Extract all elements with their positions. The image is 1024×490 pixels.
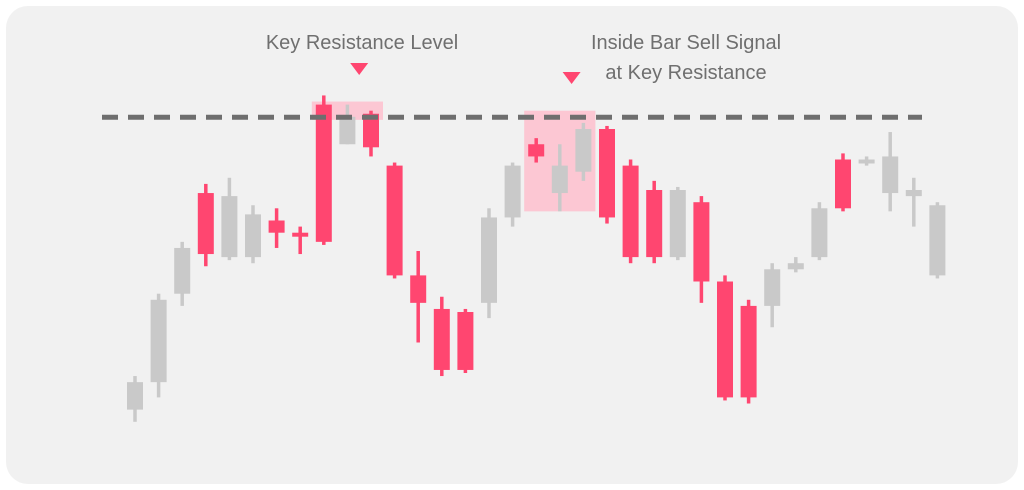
candle-body: [858, 159, 875, 164]
candle-body: [221, 196, 238, 258]
candle-body: [835, 159, 851, 209]
candle: [764, 263, 781, 328]
candle-body: [811, 208, 828, 258]
candle: [386, 162, 403, 279]
candle: [693, 196, 710, 303]
candle: [905, 177, 922, 227]
candle: [410, 251, 427, 343]
candle-body: [622, 165, 639, 258]
candle: [245, 205, 261, 264]
candle: [292, 226, 309, 255]
candle: [717, 275, 733, 401]
annotation-layer: Key Resistance Level Inside Bar Sell Sign…: [266, 32, 781, 84]
candle-body: [787, 263, 804, 270]
candle: [740, 299, 757, 404]
candle: [858, 156, 875, 166]
candle-body: [717, 281, 733, 398]
candle-body: [599, 129, 615, 218]
candle-body: [245, 214, 261, 258]
candle: [599, 125, 615, 224]
candle: [221, 177, 238, 261]
candle: [622, 159, 639, 264]
candle: [551, 144, 568, 212]
candle: [811, 202, 828, 261]
candle: [197, 183, 214, 267]
candle: [433, 296, 450, 377]
candle: [575, 122, 592, 181]
candle-body: [363, 113, 379, 148]
candle: [669, 186, 686, 261]
candle-body: [386, 165, 403, 276]
candle-body: [669, 190, 686, 258]
candle-body: [292, 232, 309, 237]
candle: [150, 293, 167, 398]
candle-body: [268, 220, 285, 233]
candle-body: [646, 190, 663, 258]
candle-body: [174, 247, 191, 294]
candle: [929, 202, 946, 279]
candle-body: [693, 202, 710, 282]
candle-body: [905, 190, 922, 197]
candle-body: [528, 144, 545, 157]
candle: [504, 162, 521, 227]
annotation-label: Key Resistance Level: [266, 32, 458, 54]
candle: [339, 104, 356, 145]
candle-body: [197, 193, 214, 255]
candle-body: [481, 217, 497, 303]
candle-body: [764, 269, 781, 306]
candle: [835, 153, 851, 212]
candle: [528, 138, 545, 163]
candle-body: [127, 382, 143, 410]
candle-body: [551, 165, 568, 194]
candle-body: [575, 129, 592, 172]
candle: [882, 132, 899, 212]
marker-arrow-icon: [562, 72, 581, 84]
candle: [646, 180, 663, 264]
candle-body: [740, 305, 757, 398]
candle-wick: [912, 177, 916, 227]
candle: [127, 376, 143, 422]
marker-arrow-icon: [350, 63, 369, 75]
candle: [457, 308, 474, 373]
candle: [268, 208, 285, 248]
candle-body: [433, 308, 450, 370]
candle-body: [410, 275, 427, 303]
candle-body: [504, 165, 521, 218]
candle-body: [882, 156, 899, 194]
candle-wick: [298, 226, 302, 255]
candle-body: [457, 312, 474, 370]
candle: [481, 208, 497, 319]
candle: [363, 110, 379, 157]
candlestick-chart: Key Resistance Level Inside Bar Sell Sign…: [102, 32, 946, 422]
candle-layer: [127, 95, 946, 422]
annotation-label: at Key Resistance: [605, 62, 766, 84]
chart-card: Key Resistance Level Inside Bar Sell Sign…: [6, 6, 1018, 484]
annotation-label: Inside Bar Sell Signal: [591, 32, 781, 54]
candle-body: [929, 205, 946, 276]
candle: [174, 241, 191, 306]
candle-body: [150, 299, 167, 383]
candle: [315, 95, 332, 245]
candle-body: [315, 104, 332, 242]
candle: [787, 257, 804, 273]
candle-body: [339, 116, 356, 145]
